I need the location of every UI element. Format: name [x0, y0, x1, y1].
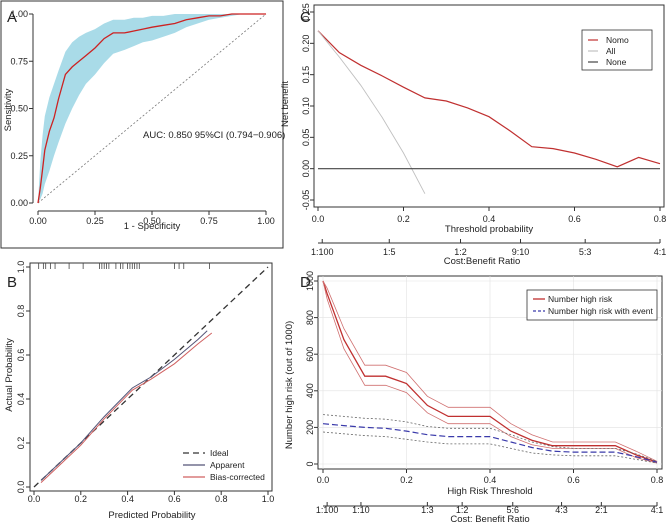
x-tick-label-a: 0.75	[200, 216, 218, 226]
x2-axis-label-c: Cost:Benefit Ratio	[444, 256, 521, 267]
impact-number-high-risk-with-event-lower-line	[322, 431, 658, 464]
y-tick-label-a: 1.00	[10, 9, 28, 19]
y-tick-label-c: 0.05	[301, 129, 311, 147]
y-tick-label-b: 0.0	[16, 481, 26, 494]
x-tick-label-d: 0.2	[400, 475, 413, 485]
y-tick-label-c: -0.05	[301, 190, 311, 211]
x2-tick-label-c: 1:2	[454, 247, 467, 257]
x2-tick-label-c: 1:5	[383, 247, 396, 257]
y-tick-label-d: 600	[305, 347, 315, 362]
auc-annotation: AUC: 0.850 95%CI (0.794−0.906)	[143, 130, 285, 141]
x2-tick-label-d: 1:3	[421, 505, 434, 515]
panel-a-frame	[0, 0, 284, 249]
y-tick-label-d: 1000	[305, 271, 315, 291]
y-tick-label-a: 0.50	[10, 104, 28, 114]
x-tick-label-a: 1.00	[257, 216, 275, 226]
calibration-bias-corrected-line	[40, 332, 213, 483]
y-tick-label-d: 200	[305, 420, 315, 435]
x-axis-label-b: Predicted Probability	[108, 510, 195, 521]
x-axis-label-d: High Risk Threshold	[447, 486, 532, 497]
y-tick-label-b: 1.0	[16, 261, 26, 274]
x-axis-label-c: Threshold probability	[445, 224, 533, 235]
x-tick-label-c: 0.2	[397, 214, 410, 224]
x-tick-label-a: 0.50	[143, 216, 161, 226]
legend-c-label: All	[606, 46, 616, 56]
x-tick-label-d: 0.8	[651, 475, 664, 485]
y-tick-label-c: 0.10	[301, 97, 311, 115]
legend-c-label: Nomo	[606, 35, 629, 45]
y-tick-label-a: 0.75	[10, 56, 28, 66]
y-tick-label-c: 0.00	[301, 160, 311, 178]
x-axis-label-a: 1 - Specificity	[124, 221, 181, 232]
y-axis-label-c: Net benefit	[280, 81, 291, 127]
legend-b-label: Apparent	[210, 460, 245, 470]
y-axis-label-a: Sensitivity	[3, 88, 14, 131]
x2-tick-label-d: 1:100	[316, 505, 339, 515]
x2-tick-label-c: 1:100	[311, 247, 334, 257]
x-tick-label-b: 0.4	[121, 494, 134, 504]
y-tick-label-b: 0.8	[16, 305, 26, 318]
panel-d-letter: D	[300, 274, 311, 291]
legend-c-label: None	[606, 57, 627, 67]
y-tick-label-b: 0.6	[16, 349, 26, 362]
legend-c-box	[581, 29, 653, 71]
legend-d-label: Number high risk	[548, 294, 613, 304]
panel-b-letter: B	[7, 274, 17, 291]
roc-ci-band	[38, 14, 266, 203]
x-tick-label-c: 0.8	[654, 214, 667, 224]
x-tick-label-d: 0.4	[484, 475, 497, 485]
y-tick-label-c: 0.15	[301, 66, 311, 84]
impact-number-high-risk-line	[322, 280, 658, 463]
y-tick-label-a: 0.00	[10, 198, 28, 208]
x2-tick-label-d: 1:2	[456, 505, 469, 515]
legend-d-box	[526, 289, 658, 321]
net-benefit-all-line	[317, 30, 426, 194]
x2-tick-label-d: 4:3	[555, 505, 568, 515]
roc-curve	[37, 13, 266, 204]
net-benefit-nomo-line	[317, 30, 661, 168]
legend-d-label: Number high risk with event	[548, 306, 654, 316]
x2-tick-label-d: 4:1	[651, 505, 664, 515]
x2-tick-label-c: 5:3	[579, 247, 592, 257]
y-tick-label-b: 0.2	[16, 437, 26, 450]
impact-number-high-risk-with-event-line	[322, 423, 658, 463]
y-axis-label-b: Actual Probability	[4, 338, 15, 412]
x2-tick-label-c: 4:1	[654, 247, 667, 257]
y-tick-label-c: 0.25	[301, 3, 311, 21]
calibration-apparent-line	[40, 330, 208, 481]
y-tick-label-d: 400	[305, 383, 315, 398]
x-tick-label-c: 0.6	[568, 214, 581, 224]
x2-tick-label-c: 9:10	[512, 247, 530, 257]
x-tick-label-b: 0.8	[215, 494, 228, 504]
y-tick-label-d: 0	[305, 461, 315, 466]
y-tick-label-a: 0.25	[10, 151, 28, 161]
x-tick-label-d: 0.6	[567, 475, 580, 485]
x2-tick-label-d: 2:1	[595, 505, 608, 515]
x-tick-label-c: 0.4	[483, 214, 496, 224]
impact-number-high-risk-lower-line	[322, 280, 658, 464]
x-tick-label-c: 0.0	[312, 214, 325, 224]
x2-tick-label-d: 1:10	[352, 505, 370, 515]
legend-b-label: Ideal	[210, 448, 229, 458]
x-tick-label-b: 1.0	[262, 494, 275, 504]
y-tick-label-b: 0.4	[16, 393, 26, 406]
panel-a-letter: A	[7, 9, 17, 26]
impact-number-high-risk-upper-line	[322, 280, 658, 462]
y-axis-label-d: Number high risk (out of 1000)	[284, 321, 295, 449]
x-tick-label-b: 0.2	[75, 494, 88, 504]
x2-axis-label-d: Cost: Benefit Ratio	[450, 514, 529, 523]
x-tick-label-a: 0.25	[86, 216, 104, 226]
y-tick-label-d: 800	[305, 310, 315, 325]
panel-b-plot-frame	[29, 262, 273, 492]
legend-b-label: Bias-corrected	[210, 472, 265, 482]
y-tick-label-c: 0.20	[301, 35, 311, 53]
panel-c-letter: C	[300, 9, 311, 26]
x-tick-label-a: 0.00	[29, 216, 47, 226]
reference-diagonal	[37, 13, 267, 204]
x2-tick-label-d: 5:6	[506, 505, 519, 515]
x-tick-label-d: 0.0	[317, 475, 330, 485]
x-tick-label-b: 0.6	[168, 494, 181, 504]
x-tick-label-b: 0.0	[28, 494, 41, 504]
